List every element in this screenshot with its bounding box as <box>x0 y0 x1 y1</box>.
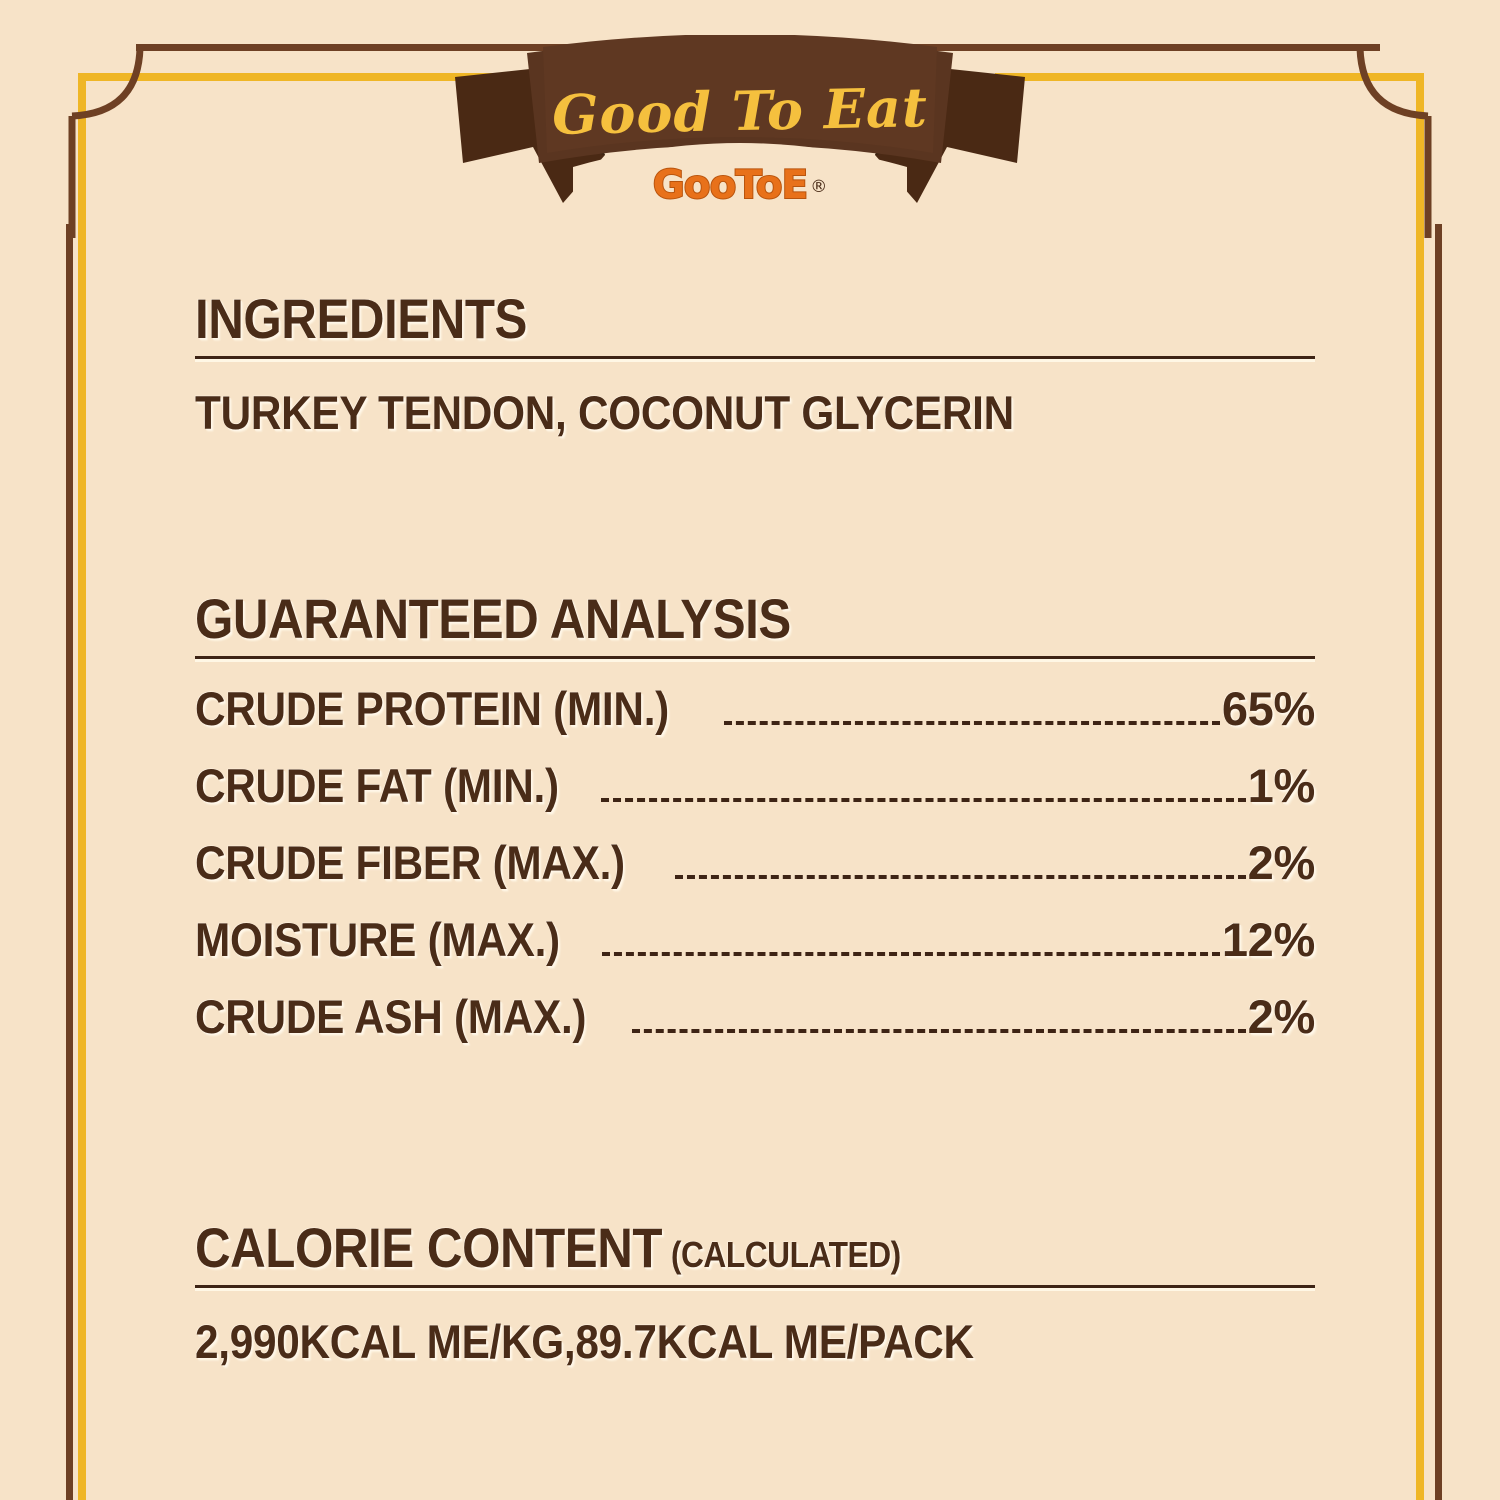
nutrient-label: CRUDE ASH (MAX.) <box>195 990 587 1044</box>
border-brown-left <box>66 224 73 1500</box>
border-corner-top-right-icon <box>1356 47 1432 238</box>
nutrient-label: CRUDE FIBER (MAX.) <box>195 836 625 890</box>
calorie-content-text: 2,990KCAL ME/KG,89.7KCAL ME/PACK <box>195 1315 974 1369</box>
calorie-content-subtitle: (CALCULATED) <box>670 1234 901 1276</box>
nutrient-value: 1% <box>1247 759 1316 813</box>
nutrient-value: 2% <box>1247 990 1316 1044</box>
nutrient-value: 12% <box>1221 913 1315 967</box>
spacer <box>195 1044 1315 1219</box>
border-gold-left <box>78 73 86 1500</box>
ingredients-text: TURKEY TENDON, COCONUT GLYCERIN <box>195 386 1014 440</box>
table-row: CRUDE ASH (MAX.) 2% <box>195 989 1315 1044</box>
border-corner-top-left-icon <box>68 47 144 238</box>
ingredients-title: INGREDIENTS <box>195 287 527 350</box>
guaranteed-analysis-rows: CRUDE PROTEIN (MIN.) 65% CRUDE FAT (MIN.… <box>195 681 1315 1044</box>
nutrient-label: CRUDE FAT (MIN.) <box>195 759 559 813</box>
label-content: INGREDIENTS TURKEY TENDON, COCONUT GLYCE… <box>195 290 1315 1369</box>
border-gold-right <box>1416 73 1424 1500</box>
table-row: CRUDE PROTEIN (MIN.) 65% <box>195 681 1315 736</box>
ribbon-shape-icon <box>455 35 1025 210</box>
nutrient-value: 2% <box>1247 836 1316 890</box>
calorie-content-title: CALORIE CONTENT (CALCULATED) <box>195 1219 1181 1276</box>
nutrient-label: CRUDE PROTEIN (MIN.) <box>195 682 669 736</box>
border-brown-right <box>1435 224 1442 1500</box>
brand-banner: Good To Eat GooToE ® <box>455 35 1025 210</box>
leader-line <box>601 798 1246 803</box>
guaranteed-analysis-title: GUARANTEED ANALYSIS <box>195 587 791 651</box>
leader-line <box>602 952 1220 957</box>
leader-line <box>631 1029 1246 1034</box>
calorie-content-rule <box>195 1285 1315 1289</box>
leader-line <box>723 721 1220 726</box>
border-gold-top-left <box>78 73 508 81</box>
table-row: MOISTURE (MAX.) 12% <box>195 912 1315 967</box>
spacer <box>195 440 1315 590</box>
table-row: CRUDE FAT (MIN.) 1% <box>195 758 1315 813</box>
border-gold-top-right <box>995 73 1424 81</box>
ingredients-rule <box>195 356 1315 360</box>
nutrient-label: MOISTURE (MAX.) <box>195 913 560 967</box>
nutrient-value: 65% <box>1221 682 1315 736</box>
guaranteed-analysis-rule <box>195 656 1315 660</box>
table-row: CRUDE FIBER (MAX.) 2% <box>195 835 1315 890</box>
leader-line <box>674 875 1246 880</box>
calorie-content-title-main: CALORIE CONTENT <box>195 1216 663 1280</box>
